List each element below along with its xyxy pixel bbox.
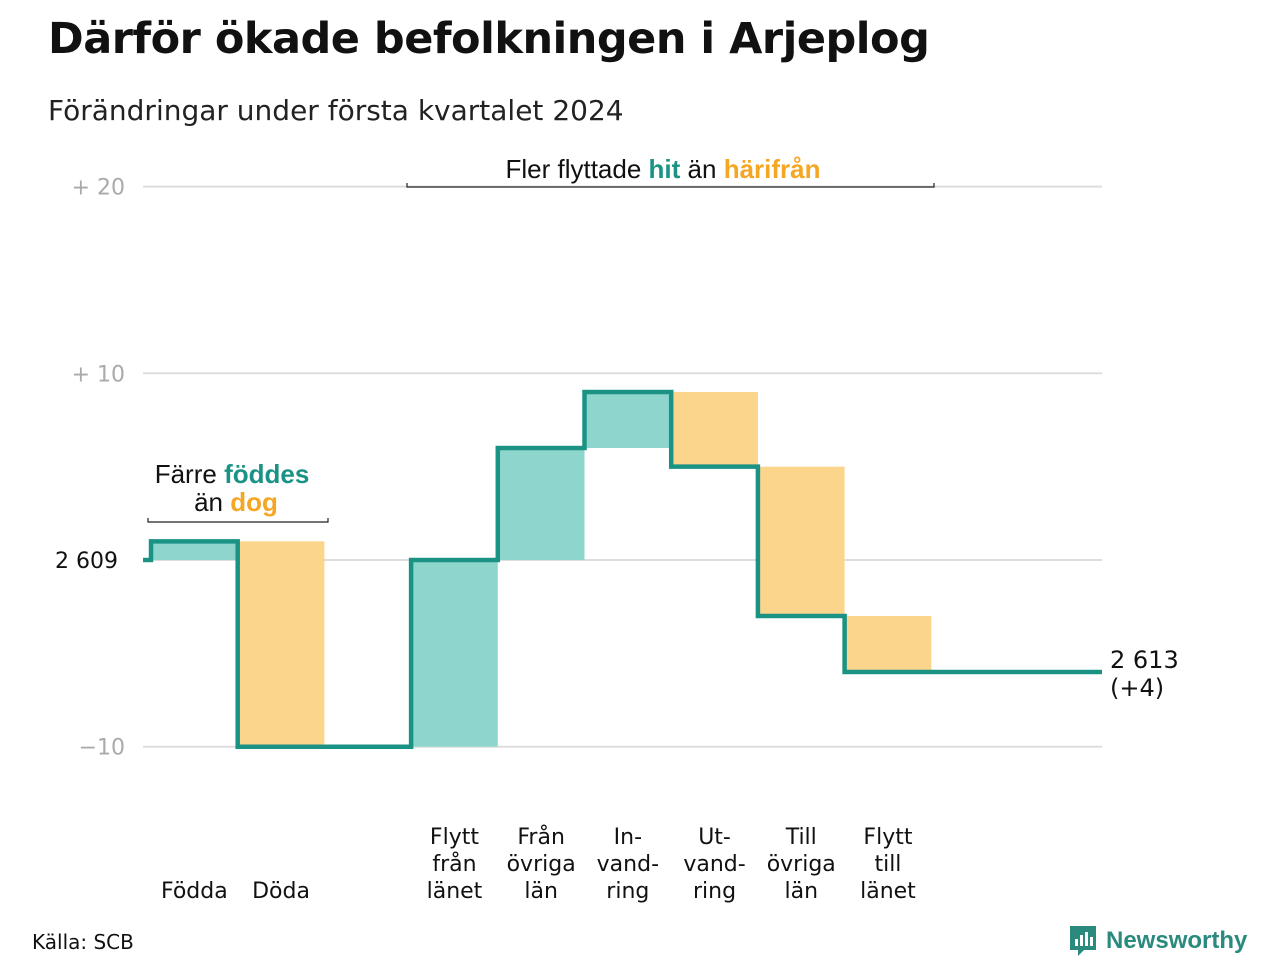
source-note: Källa: SCB: [32, 930, 134, 954]
waterfall-bar: [237, 541, 325, 747]
chart-title: Därför ökade befolkningen i Arjeplog: [48, 14, 930, 64]
births-annotation-text-2: än: [194, 487, 223, 517]
waterfall-bar: [757, 466, 845, 617]
migration-annotation: Fler flyttade hit än härifrån: [406, 154, 935, 188]
waterfall-bar: [151, 541, 238, 560]
newsworthy-logo-icon: [1070, 926, 1096, 956]
x-category-label: In-vand-ring: [597, 825, 659, 904]
migration-annotation-text-2: än: [688, 154, 717, 184]
waterfall-bar: [671, 391, 758, 467]
births-annotation-text: Färre: [155, 459, 217, 489]
brand-name: Newsworthy: [1106, 927, 1248, 954]
svg-text:Färre föddes: Färre föddes: [155, 459, 310, 489]
cumulative-step-line: [143, 389, 1102, 749]
y-tick-label: −10: [79, 736, 125, 761]
births-annotation: Färre föddes än dog: [147, 459, 329, 523]
y-tick-label: + 20: [72, 176, 125, 201]
migration-annotation-text: Fler flyttade: [505, 154, 641, 184]
births-bracket: [147, 518, 329, 523]
x-category-label: Döda: [252, 879, 310, 904]
line-layer: [143, 389, 1102, 749]
bar-layer: [151, 391, 932, 747]
x-category-label: Från övriga län: [507, 824, 576, 904]
waterfall-bar: [844, 616, 932, 673]
migration-annotation-hit: hit: [649, 154, 681, 184]
births-annotation-highlight: föddes: [224, 459, 309, 489]
waterfall-bar: [411, 560, 498, 747]
x-category-label: Ut-vand-ring: [683, 825, 745, 904]
brand-logo: Newsworthy: [1068, 924, 1247, 958]
label-layer: + 20 + 10 −10 2 609 Födda Döda Flytt från länet F…: [55, 176, 1179, 904]
waterfall-bar: [584, 391, 672, 448]
x-category-label: Till övriga län: [767, 825, 836, 904]
x-category-label: Födda: [161, 879, 228, 904]
migration-bracket: [406, 183, 935, 188]
start-value-label: 2 609: [55, 549, 118, 574]
y-tick-label: + 10: [72, 362, 125, 387]
births-annotation-highlight-2: dog: [230, 487, 278, 517]
svg-text:Fler flyttade hit: Fler flyttade hit än härifrån: [505, 154, 820, 184]
x-category-label: Flytt från länet: [427, 825, 483, 904]
end-value-label: 2 613: [1110, 646, 1179, 674]
waterfall-bar: [497, 447, 585, 560]
chart-subtitle: Förändringar under första kvartalet 2024: [48, 94, 624, 127]
x-category-label: Flytt till länet: [860, 825, 916, 904]
end-change-label: (+4): [1110, 674, 1164, 702]
svg-text:än dog: än dog: [194, 487, 278, 517]
migration-annotation-harifran: härifrån: [724, 154, 821, 184]
